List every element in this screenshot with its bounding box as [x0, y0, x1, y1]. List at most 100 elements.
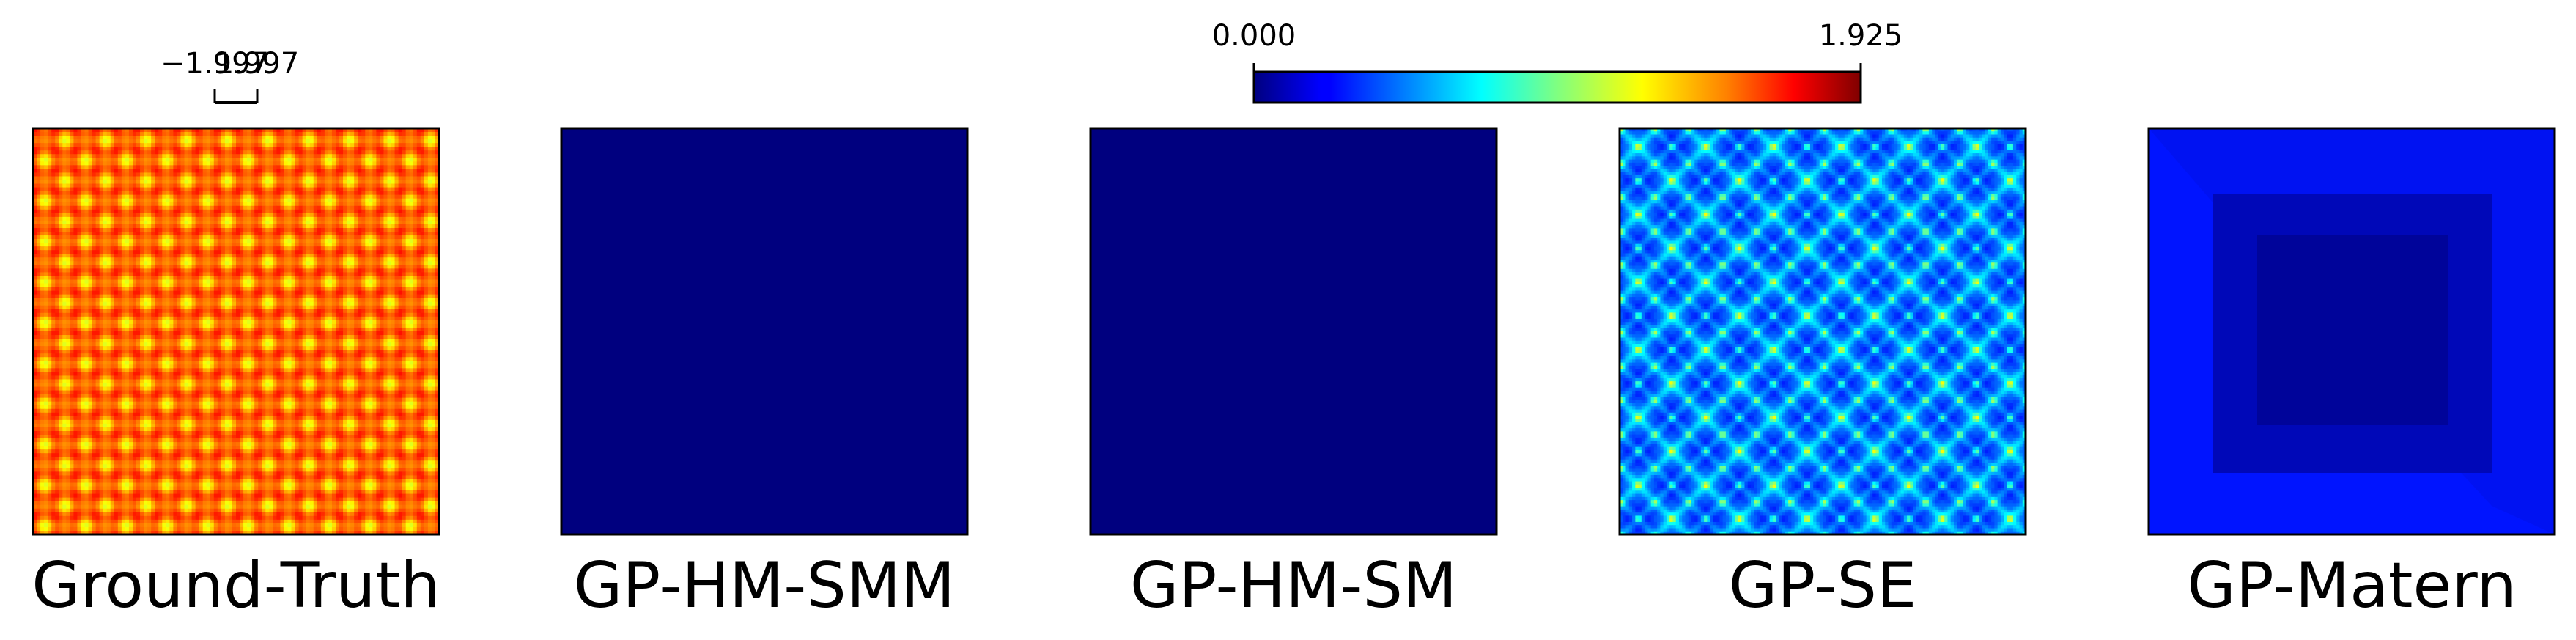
heatmap-cell [254, 132, 259, 136]
heatmap-cell [218, 139, 222, 144]
heatmap-cell [387, 161, 391, 166]
heatmap-cell [328, 176, 333, 180]
heatmap-cell [214, 161, 218, 166]
heatmap-cell [218, 143, 222, 147]
heatmap-cell [151, 172, 155, 177]
heatmap-cell [410, 161, 414, 166]
heatmap-cell [155, 136, 159, 140]
heatmap-cell [265, 147, 270, 151]
heatmap-cell [77, 150, 81, 155]
heatmap-cell [92, 154, 97, 158]
heatmap-cell [391, 136, 396, 140]
heatmap-cell [376, 154, 380, 158]
heatmap-cell [48, 150, 52, 155]
heatmap-cell [81, 136, 85, 140]
heatmap-cell [365, 147, 369, 151]
heatmap-cell [365, 176, 369, 180]
heatmap-cell [40, 132, 45, 136]
heatmap-cell [169, 172, 174, 177]
heatmap-cell [118, 132, 122, 136]
heatmap-cell [265, 161, 270, 166]
heatmap-cell [122, 161, 126, 166]
heatmap-cell [51, 161, 56, 166]
heatmap-cell [229, 165, 233, 169]
heatmap-cell [66, 158, 70, 162]
heatmap-cell [107, 161, 111, 166]
heatmap-cell [361, 132, 366, 136]
heatmap-cell [122, 154, 126, 158]
heatmap-cell [339, 143, 344, 147]
heatmap-cell [196, 158, 200, 162]
heatmap-cell [151, 169, 155, 173]
heatmap-cell [372, 132, 377, 136]
heatmap-cell [262, 139, 266, 144]
heatmap-cell [169, 169, 174, 173]
heatmap-cell [151, 136, 155, 140]
heatmap-cell [89, 165, 93, 169]
heatmap-cell [225, 139, 229, 144]
heatmap-cell [306, 154, 311, 158]
heatmap-cell [221, 172, 226, 177]
heatmap-cell [151, 132, 155, 136]
heatmap-cell [184, 172, 188, 177]
heatmap-cell [151, 150, 155, 155]
heatmap-cell [413, 139, 418, 144]
heatmap-cell [236, 150, 240, 155]
heatmap-cell [265, 172, 270, 177]
heatmap-cell [395, 176, 399, 180]
heatmap-cell [292, 158, 296, 162]
heatmap-cell [365, 150, 369, 155]
heatmap-cell [380, 132, 384, 136]
heatmap-cell [210, 172, 215, 177]
heatmap-cell [365, 132, 369, 136]
heatmap-cell [376, 147, 380, 151]
heatmap-cell [251, 150, 255, 155]
heatmap-cell [207, 161, 211, 166]
heatmap-cell [114, 169, 119, 173]
heatmap-cell [295, 158, 300, 162]
heatmap-cell [432, 176, 436, 180]
heatmap-cell [173, 158, 177, 162]
heatmap-cell [314, 150, 318, 155]
heatmap-cell [354, 150, 358, 155]
heatmap-cell [369, 150, 373, 155]
heatmap-cell [432, 143, 436, 147]
heatmap-cell [376, 139, 380, 144]
heatmap-cell [151, 158, 155, 162]
heatmap-cell [258, 172, 262, 177]
heatmap-cell [203, 139, 207, 144]
heatmap-cell [328, 165, 333, 169]
heatmap-cell [151, 161, 155, 166]
heatmap-cell [155, 169, 159, 173]
heatmap-cell [247, 147, 251, 151]
heatmap-cell [299, 165, 303, 169]
heatmap-cell [129, 158, 133, 162]
heatmap-cell [328, 161, 333, 166]
heatmap-cell [96, 165, 100, 169]
heatmap-cell [44, 169, 48, 173]
heatmap-cell [295, 161, 300, 166]
heatmap-cell [402, 154, 407, 158]
heatmap-cell [162, 161, 166, 166]
heatmap-cell [144, 169, 148, 173]
error-colorbar-min-label: 0.000 [1212, 19, 1296, 53]
heatmap-cell [184, 147, 188, 151]
heatmap-cell [325, 147, 329, 151]
heatmap-cell [402, 150, 407, 155]
heatmap-cell [321, 139, 325, 144]
heatmap-cell [406, 172, 410, 177]
heatmap-cell [207, 176, 211, 180]
heatmap-cell [169, 139, 174, 144]
heatmap-cell [173, 172, 177, 177]
heatmap-cell [155, 147, 159, 151]
heatmap-cell [280, 139, 284, 144]
heatmap-cell [432, 172, 436, 177]
heatmap-cell [413, 172, 418, 177]
heatmap-cell [383, 154, 388, 158]
heatmap-cell [306, 136, 311, 140]
heatmap-cell [428, 139, 432, 144]
heatmap-cell [85, 176, 89, 180]
heatmap-cell [40, 154, 45, 158]
heatmap-cell [203, 154, 207, 158]
heatmap-cell [103, 176, 108, 180]
